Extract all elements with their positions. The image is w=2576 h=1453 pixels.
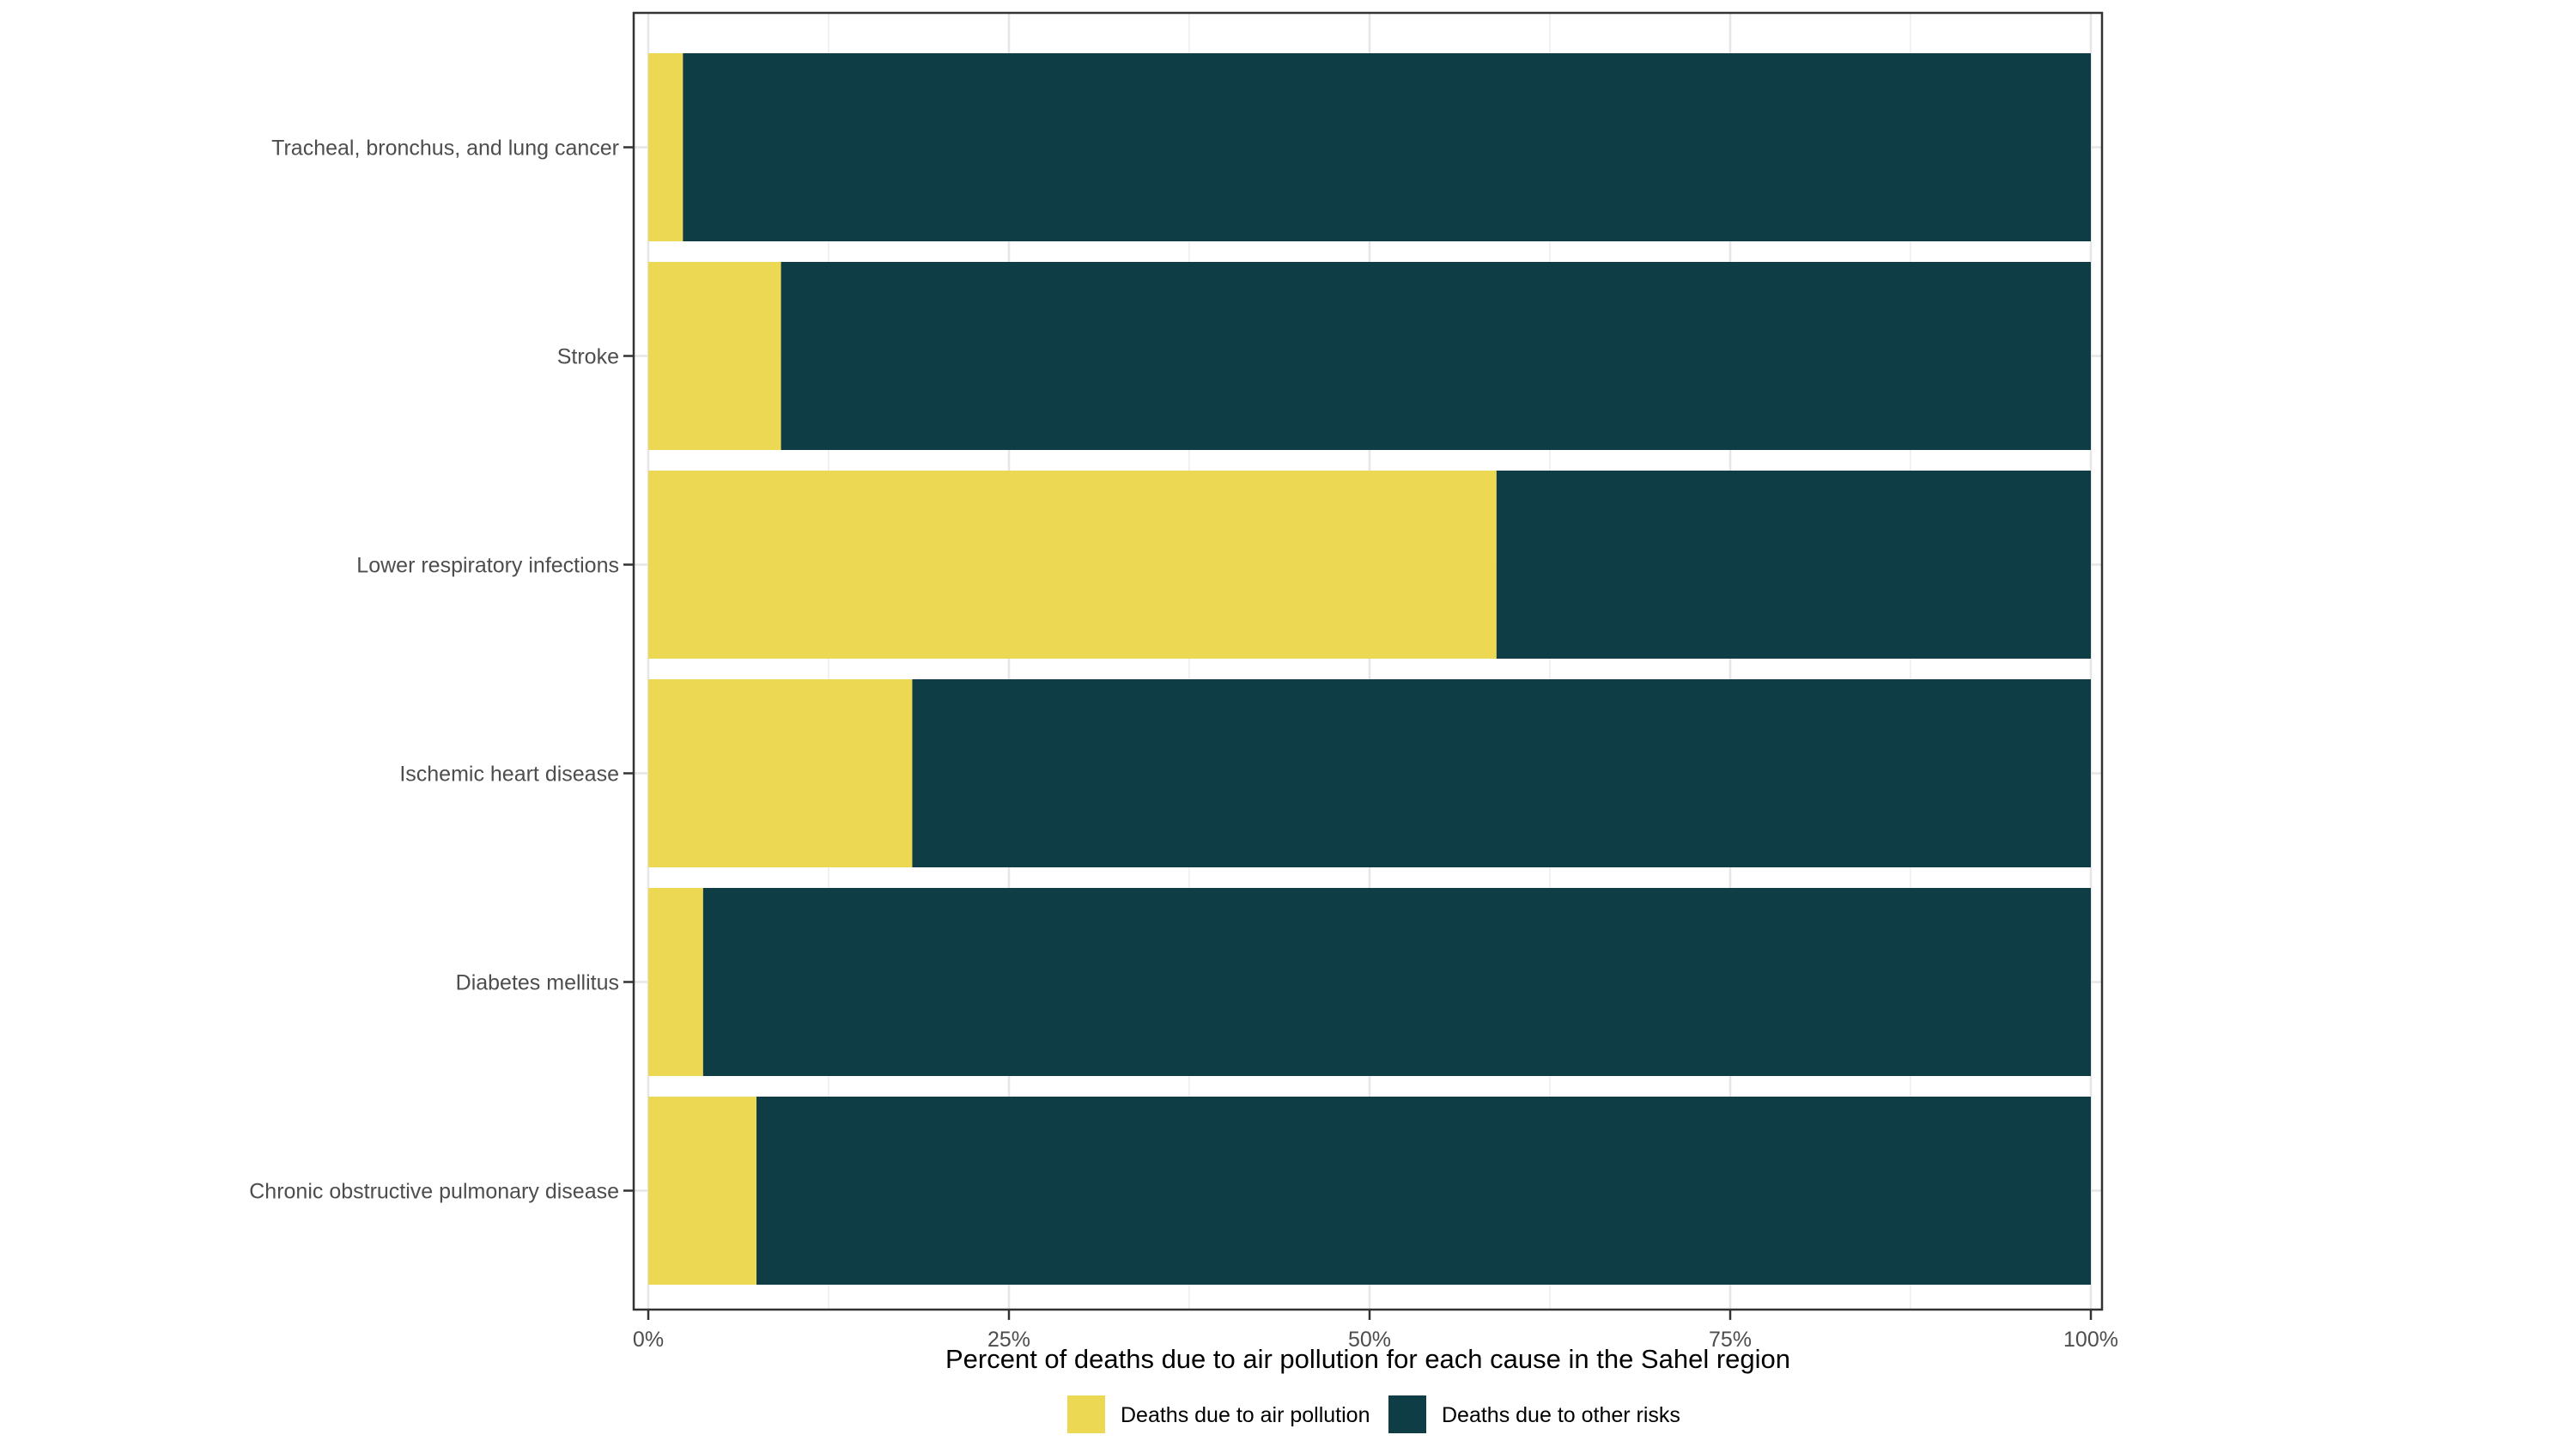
x-axis: 0% 25% 50% 75% 100%	[633, 1310, 2118, 1352]
y-axis: Tracheal, bronchus, and lung cancer Strok…	[249, 137, 634, 1204]
bars	[648, 53, 2091, 1285]
y-tick-label: Tracheal, bronchus, and lung cancer	[271, 137, 619, 161]
legend-key-air-pollution	[1067, 1395, 1105, 1433]
x-tick-label: 0%	[633, 1328, 664, 1352]
bar-air-pollution	[648, 471, 1497, 659]
bar-other-risks	[702, 888, 2091, 1076]
bar-air-pollution	[648, 53, 683, 241]
legend-key-other-risks	[1388, 1395, 1426, 1433]
bar-air-pollution	[648, 679, 913, 867]
x-tick-label: 100%	[2063, 1328, 2118, 1352]
bar-other-risks	[683, 53, 2091, 241]
legend-label-other-risks: Deaths due to other risks	[1442, 1403, 1680, 1427]
y-tick-label: Chronic obstructive pulmonary disease	[249, 1180, 619, 1204]
bar-other-risks	[781, 262, 2091, 450]
legend-label-air-pollution: Deaths due to air pollution	[1121, 1403, 1370, 1427]
plot-panel-border	[632, 11, 2104, 1311]
bar-other-risks	[756, 1097, 2091, 1285]
bar-air-pollution	[648, 262, 781, 450]
bar-air-pollution	[648, 888, 703, 1076]
x-tick-label: 75%	[1709, 1328, 1752, 1352]
y-tick-label: Stroke	[557, 345, 619, 369]
y-tick-label: Ischemic heart disease	[399, 763, 619, 787]
y-tick-label: Lower respiratory infections	[356, 554, 619, 578]
bar-air-pollution	[648, 1097, 756, 1285]
bar-other-risks	[912, 679, 2091, 867]
y-tick-label: Diabetes mellitus	[456, 971, 619, 995]
x-tick-label: 50%	[1348, 1328, 1391, 1352]
bar-other-risks	[1496, 471, 2091, 659]
legend: Deaths due to air pollution Deaths due to…	[1067, 1395, 1680, 1433]
x-axis-title: Percent of deaths due to air pollution f…	[945, 1344, 1790, 1374]
x-tick-label: 25%	[987, 1328, 1030, 1352]
